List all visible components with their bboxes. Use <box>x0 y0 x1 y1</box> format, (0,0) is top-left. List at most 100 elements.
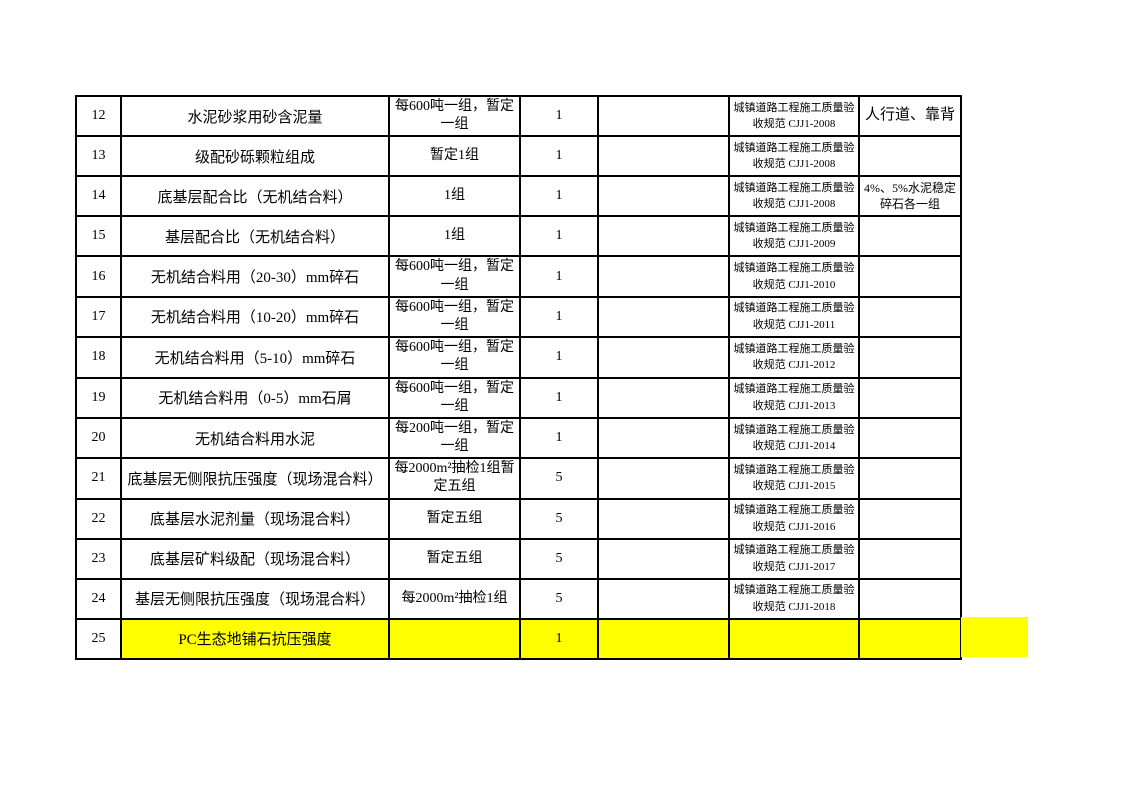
cell-item-name[interactable]: 底基层配合比（无机结合料） <box>120 175 390 218</box>
cell-frequency[interactable]: 每2000m²抽检1组 <box>388 577 521 620</box>
cell-standard-ref[interactable]: 城镇道路工程施工质量验收规范 CJJ1-2010 <box>728 255 860 298</box>
cell-row-number[interactable]: 18 <box>75 336 122 379</box>
cell-blank[interactable] <box>597 416 730 460</box>
cell-item-name[interactable]: 级配砂砾颗粒组成 <box>120 135 390 178</box>
table-row: 13 级配砂砾颗粒组成 暂定1组 1 城镇道路工程施工质量验收规范 CJJ1-2… <box>75 135 962 178</box>
cell-item-name[interactable]: 底基层无侧限抗压强度（现场混合料） <box>120 457 390 500</box>
cell-count[interactable]: 1 <box>519 295 599 339</box>
cell-notes[interactable] <box>858 416 962 460</box>
table-row: 16 无机结合料用（20-30）mm碎石 每600吨一组，暂定一组 1 城镇道路… <box>75 255 962 298</box>
cell-notes[interactable]: 人行道、靠背 <box>858 94 962 138</box>
cell-row-number[interactable]: 17 <box>75 295 122 339</box>
cell-frequency[interactable]: 1组 <box>388 175 521 218</box>
cell-standard-ref[interactable]: 城镇道路工程施工质量验收规范 CJJ1-2011 <box>728 295 860 339</box>
cell-standard-ref[interactable]: 城镇道路工程施工质量验收规范 CJJ1-2008 <box>728 94 860 138</box>
cell-frequency[interactable]: 每200吨一组，暂定一组 <box>388 416 521 460</box>
cell-blank[interactable] <box>597 497 730 540</box>
cell-frequency[interactable]: 暂定五组 <box>388 537 521 580</box>
cell-standard-ref[interactable]: 城镇道路工程施工质量验收规范 CJJ1-2018 <box>728 577 860 620</box>
cell-blank[interactable] <box>597 617 730 660</box>
cell-count[interactable]: 1 <box>519 416 599 460</box>
cell-frequency[interactable]: 每600吨一组，暂定一组 <box>388 255 521 298</box>
cell-count[interactable]: 5 <box>519 577 599 620</box>
cell-frequency[interactable]: 1组 <box>388 215 521 258</box>
cell-notes[interactable] <box>858 255 962 298</box>
cell-count[interactable]: 1 <box>519 215 599 258</box>
cell-item-name[interactable]: 水泥砂浆用砂含泥量 <box>120 94 390 138</box>
cell-row-number[interactable]: 21 <box>75 457 122 500</box>
cell-item-name[interactable]: 底基层水泥剂量（现场混合料） <box>120 497 390 540</box>
cell-item-name[interactable]: 底基层矿料级配（现场混合料） <box>120 537 390 580</box>
cell-row-number[interactable]: 14 <box>75 175 122 218</box>
cell-row-number[interactable]: 19 <box>75 376 122 419</box>
cell-row-number[interactable]: 25 <box>75 617 122 660</box>
cell-blank[interactable] <box>597 94 730 138</box>
cell-row-number[interactable]: 16 <box>75 255 122 298</box>
cell-notes[interactable] <box>858 215 962 258</box>
cell-frequency[interactable] <box>388 617 521 660</box>
cell-blank[interactable] <box>597 457 730 500</box>
cell-notes[interactable] <box>858 497 962 540</box>
cell-notes[interactable] <box>858 295 962 339</box>
cell-count[interactable]: 1 <box>519 376 599 419</box>
cell-blank[interactable] <box>597 255 730 298</box>
cell-notes[interactable] <box>858 376 962 419</box>
cell-notes[interactable] <box>858 577 962 620</box>
cell-row-number[interactable]: 12 <box>75 94 122 138</box>
cell-frequency[interactable]: 暂定1组 <box>388 135 521 178</box>
cell-notes[interactable] <box>858 617 962 660</box>
cell-notes[interactable] <box>858 457 962 500</box>
cell-blank[interactable] <box>597 175 730 218</box>
cell-item-name[interactable]: PC生态地铺石抗压强度 <box>120 617 390 660</box>
cell-notes[interactable]: 4%、5%水泥稳定碎石各一组 <box>858 175 962 218</box>
cell-blank[interactable] <box>597 135 730 178</box>
cell-blank[interactable] <box>597 537 730 580</box>
cell-standard-ref[interactable] <box>728 617 860 660</box>
cell-count[interactable]: 1 <box>519 336 599 379</box>
cell-count[interactable]: 1 <box>519 175 599 218</box>
cell-notes[interactable] <box>858 537 962 580</box>
cell-blank[interactable] <box>597 376 730 419</box>
cell-item-name[interactable]: 无机结合料用（10-20）mm碎石 <box>120 295 390 339</box>
cell-row-number[interactable]: 15 <box>75 215 122 258</box>
cell-row-number[interactable]: 20 <box>75 416 122 460</box>
cell-row-number[interactable]: 24 <box>75 577 122 620</box>
cell-standard-ref[interactable]: 城镇道路工程施工质量验收规范 CJJ1-2014 <box>728 416 860 460</box>
cell-count[interactable]: 5 <box>519 497 599 540</box>
cell-standard-ref[interactable]: 城镇道路工程施工质量验收规范 CJJ1-2013 <box>728 376 860 419</box>
cell-standard-ref[interactable]: 城镇道路工程施工质量验收规范 CJJ1-2016 <box>728 497 860 540</box>
cell-standard-ref[interactable]: 城镇道路工程施工质量验收规范 CJJ1-2015 <box>728 457 860 500</box>
cell-item-name[interactable]: 基层无侧限抗压强度（现场混合料） <box>120 577 390 620</box>
cell-standard-ref[interactable]: 城镇道路工程施工质量验收规范 CJJ1-2009 <box>728 215 860 258</box>
cell-frequency[interactable]: 每600吨一组，暂定一组 <box>388 376 521 419</box>
cell-count[interactable]: 1 <box>519 255 599 298</box>
cell-frequency[interactable]: 每2000m²抽检1组暂定五组 <box>388 457 521 500</box>
cell-count[interactable]: 1 <box>519 135 599 178</box>
cell-row-number[interactable]: 23 <box>75 537 122 580</box>
cell-item-name[interactable]: 无机结合料用（20-30）mm碎石 <box>120 255 390 298</box>
cell-row-number[interactable]: 22 <box>75 497 122 540</box>
cell-item-name[interactable]: 无机结合料用（0-5）mm石屑 <box>120 376 390 419</box>
cell-notes[interactable] <box>858 336 962 379</box>
cell-blank[interactable] <box>597 577 730 620</box>
cell-count[interactable]: 5 <box>519 537 599 580</box>
cell-standard-ref[interactable]: 城镇道路工程施工质量验收规范 CJJ1-2008 <box>728 135 860 178</box>
cell-frequency[interactable]: 暂定五组 <box>388 497 521 540</box>
cell-row-number[interactable]: 13 <box>75 135 122 178</box>
cell-item-name[interactable]: 无机结合料用水泥 <box>120 416 390 460</box>
cell-notes[interactable] <box>858 135 962 178</box>
cell-count[interactable]: 5 <box>519 457 599 500</box>
cell-frequency[interactable]: 每600吨一组，暂定一组 <box>388 295 521 339</box>
cell-standard-ref[interactable]: 城镇道路工程施工质量验收规范 CJJ1-2012 <box>728 336 860 379</box>
cell-standard-ref[interactable]: 城镇道路工程施工质量验收规范 CJJ1-2017 <box>728 537 860 580</box>
cell-blank[interactable] <box>597 336 730 379</box>
cell-item-name[interactable]: 基层配合比（无机结合料） <box>120 215 390 258</box>
cell-blank[interactable] <box>597 295 730 339</box>
cell-standard-ref[interactable]: 城镇道路工程施工质量验收规范 CJJ1-2008 <box>728 175 860 218</box>
cell-frequency[interactable]: 每600吨一组，暂定一组 <box>388 94 521 138</box>
cell-item-name[interactable]: 无机结合料用（5-10）mm碎石 <box>120 336 390 379</box>
cell-count[interactable]: 1 <box>519 94 599 138</box>
cell-blank[interactable] <box>597 215 730 258</box>
cell-count[interactable]: 1 <box>519 617 599 660</box>
cell-frequency[interactable]: 每600吨一组，暂定一组 <box>388 336 521 379</box>
